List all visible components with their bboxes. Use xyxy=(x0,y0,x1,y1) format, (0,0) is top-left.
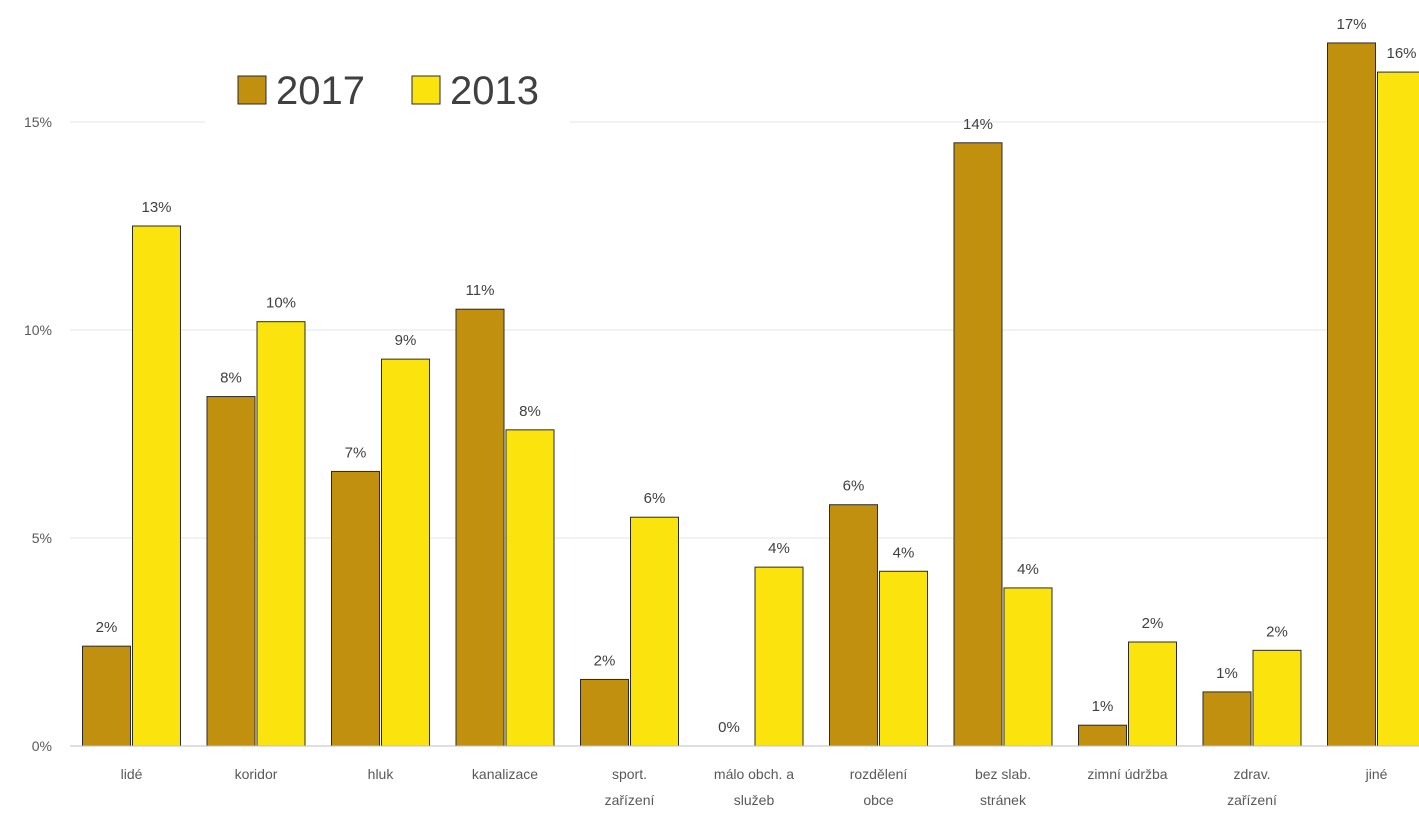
data-label-2013: 4% xyxy=(893,544,915,561)
bar-2013 xyxy=(630,516,679,747)
data-label-2017: 17% xyxy=(1336,16,1366,33)
category-label: rozdělení xyxy=(850,766,908,782)
legend-swatch-2013 xyxy=(411,75,441,105)
data-label-2013: 9% xyxy=(395,332,417,349)
legend: 2017 2013 xyxy=(205,58,570,128)
bar-2013 xyxy=(1003,587,1053,747)
category-label: služeb xyxy=(734,792,775,808)
bar-2017 xyxy=(829,504,878,747)
category-label: málo obch. a xyxy=(714,766,794,782)
legend-swatch-2017 xyxy=(237,75,267,105)
category-label: zařízení xyxy=(1227,792,1277,808)
y-axis-ticks: 0% 5% 10% 15% xyxy=(24,114,52,754)
bar-2017 xyxy=(580,678,629,747)
data-label-2017: 2% xyxy=(594,652,616,669)
y-tick-label: 15% xyxy=(24,114,52,130)
category-label: sport. xyxy=(612,766,647,782)
category-label: obce xyxy=(863,792,894,808)
data-label-2017: 7% xyxy=(345,444,367,461)
category-label: jiné xyxy=(1365,766,1388,782)
data-label-2013: 4% xyxy=(768,540,790,557)
data-label-2013: 8% xyxy=(519,403,541,420)
data-label-2017: 11% xyxy=(466,282,495,299)
bar-2013 xyxy=(505,429,555,747)
category-label: stránek xyxy=(980,792,1027,808)
data-label-2017: 2% xyxy=(96,619,118,636)
data-label-2013: 16% xyxy=(1386,45,1416,62)
data-label-2013: 10% xyxy=(266,295,296,312)
bar-2013 xyxy=(1128,641,1177,747)
category-label: koridor xyxy=(235,766,278,782)
data-label-2017: 8% xyxy=(220,370,242,387)
data-label-2017: 1% xyxy=(1216,665,1238,682)
category-label: zimní údržba xyxy=(1087,766,1167,782)
bar-2017 xyxy=(1202,691,1252,747)
data-label-2017: 1% xyxy=(1092,698,1114,715)
category-label: kanalizace xyxy=(472,766,538,782)
category-label: hluk xyxy=(368,766,395,782)
y-tick-label: 10% xyxy=(24,322,52,338)
data-label-2013: 2% xyxy=(1142,615,1164,632)
bar-2017 xyxy=(82,645,131,747)
data-label-2013: 2% xyxy=(1266,623,1288,640)
data-label-2013: 4% xyxy=(1017,561,1039,578)
data-label-2017: 0% xyxy=(718,719,740,736)
bar-2017 xyxy=(455,308,505,747)
bar-2017 xyxy=(1327,42,1376,747)
legend-label-2017: 2017 xyxy=(276,69,365,113)
bars xyxy=(82,42,1419,747)
bar-2017 xyxy=(953,142,1003,747)
data-labels: 2% 13% 8% 10% 7% 9% 11% 8% 2% 6% 0% 4% 6% 4% 14% 4% 1% 2%… xyxy=(96,16,1417,736)
x-axis-categories: lidé koridor hluk kanalizace sport. zařízení m… xyxy=(121,766,1388,808)
y-tick-label: 0% xyxy=(32,738,52,754)
y-tick-label: 5% xyxy=(32,530,52,546)
bar-2013 xyxy=(1377,71,1419,747)
data-label-2013: 6% xyxy=(644,490,666,507)
legend-label-2013: 2013 xyxy=(450,69,539,113)
category-label: zařízení xyxy=(605,792,655,808)
data-label-2017: 6% xyxy=(843,478,865,495)
category-label: zdrav. xyxy=(1233,766,1270,782)
data-label-2013: 13% xyxy=(141,199,171,216)
category-label: bez slab. xyxy=(975,766,1031,782)
bar-2013 xyxy=(1252,649,1302,747)
bar-2013 xyxy=(132,225,181,747)
data-label-2017: 14% xyxy=(963,116,993,133)
bar-2013 xyxy=(879,570,928,747)
category-label: lidé xyxy=(121,766,143,782)
bar-2013 xyxy=(754,566,804,747)
bar-2013 xyxy=(256,321,306,747)
bar-2017 xyxy=(1078,724,1127,747)
bar-2017 xyxy=(331,470,380,747)
bar-2013 xyxy=(381,358,430,747)
bar-2017 xyxy=(206,396,256,747)
